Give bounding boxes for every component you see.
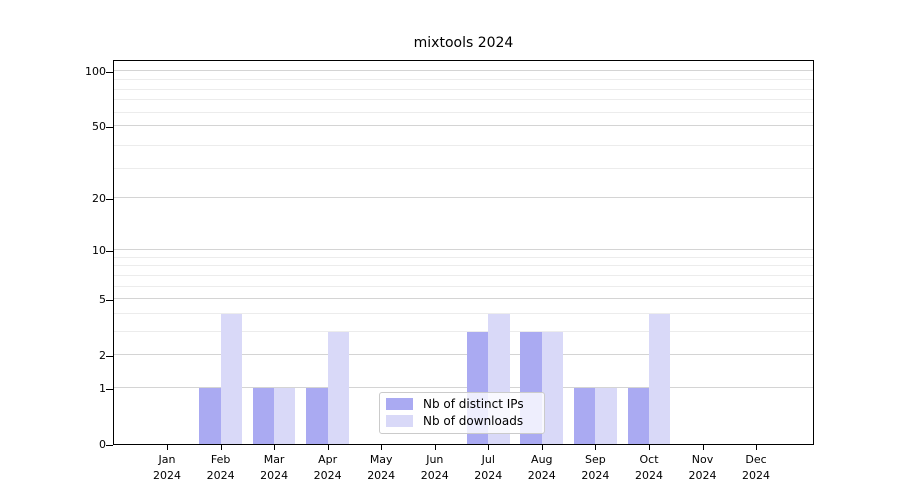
y-tick-label: 5	[99, 293, 106, 306]
x-tick-mark	[381, 445, 383, 450]
y-tick-label: 10	[92, 244, 106, 257]
y-tick-mark	[106, 445, 113, 446]
y-tick-mark	[106, 198, 113, 200]
y-tick-label: 1	[99, 381, 106, 395]
x-tick-label: Dec 2024	[742, 453, 770, 482]
minor-gridline	[114, 256, 813, 258]
minor-gridline	[114, 312, 813, 314]
bar-distinct-ips	[574, 387, 596, 444]
minor-gridline	[114, 99, 813, 101]
x-tick-mark	[595, 445, 597, 450]
x-tick-label: Mar 2024	[260, 453, 289, 482]
x-tick-label: Nov 2024	[688, 453, 717, 482]
bar-downloads	[274, 387, 296, 444]
x-tick-label: Feb 2024	[206, 453, 235, 482]
x-tick-mark	[327, 445, 329, 450]
x-tick-label: Sep 2024	[581, 453, 610, 482]
y-tick-mark	[106, 356, 113, 358]
bar-distinct-ips	[199, 387, 221, 444]
y-tick-label: 20	[92, 191, 106, 205]
x-tick-label: Jan 2024	[153, 453, 181, 482]
x-tick-mark	[541, 445, 543, 450]
bar-distinct-ips	[252, 387, 275, 444]
minor-gridline	[114, 265, 813, 267]
x-tick-mark	[649, 445, 650, 450]
chart-title: mixtools 2024	[413, 35, 514, 51]
plot-area	[113, 60, 814, 445]
legend-label: Nb of downloads	[423, 414, 524, 428]
x-tick-mark	[220, 445, 222, 450]
major-gridline	[114, 386, 813, 388]
major-gridline	[114, 196, 813, 198]
major-gridline	[114, 354, 813, 356]
major-gridline	[114, 69, 813, 71]
y-tick-label: 0	[99, 438, 106, 451]
minor-gridline	[114, 167, 813, 169]
minor-gridline	[114, 274, 813, 276]
x-tick-mark	[488, 445, 490, 450]
legend-entry-distinct-ips: Nb of distinct IPs	[386, 397, 535, 411]
legend-label: Nb of distinct IPs	[423, 397, 524, 411]
minor-gridline	[114, 111, 813, 113]
x-tick-mark	[274, 445, 276, 450]
y-tick-mark	[106, 251, 113, 252]
minor-gridline	[114, 285, 813, 287]
x-tick-label: May 2024	[367, 453, 396, 482]
x-tick-mark	[756, 445, 757, 450]
major-gridline	[114, 298, 813, 299]
minor-gridline	[114, 88, 813, 90]
major-gridline	[114, 249, 813, 250]
minor-gridline	[114, 330, 813, 332]
bar-distinct-ips	[627, 387, 649, 444]
downloads-swatch	[386, 415, 413, 427]
x-tick-label: Aug 2024	[527, 453, 556, 482]
minor-gridline	[114, 144, 813, 146]
x-tick-mark	[167, 445, 168, 450]
y-tick-mark	[106, 300, 113, 301]
x-tick-mark	[702, 445, 704, 450]
bar-downloads	[595, 387, 617, 444]
bar-downloads	[649, 313, 671, 444]
x-tick-mark	[434, 445, 436, 450]
x-tick-label: Jun 2024	[420, 453, 449, 482]
y-tick-mark	[106, 388, 113, 390]
x-tick-label: Oct 2024	[635, 453, 663, 482]
y-tick-label: 100	[85, 64, 106, 78]
x-tick-label: Jul 2024	[474, 453, 503, 482]
bar-downloads	[220, 313, 242, 444]
y-tick-label: 2	[99, 349, 106, 363]
y-tick-mark	[106, 71, 113, 73]
legend-entry-downloads: Nb of downloads	[386, 414, 535, 428]
legend: Nb of distinct IPs Nb of downloads	[379, 392, 545, 434]
bar-downloads	[541, 331, 564, 444]
minor-gridline	[114, 78, 813, 80]
y-tick-mark	[106, 126, 113, 128]
x-tick-label: Apr 2024	[313, 453, 342, 482]
y-tick-label: 50	[92, 119, 106, 133]
distinct-ips-swatch	[386, 398, 413, 410]
bar-downloads	[327, 331, 349, 444]
bar-distinct-ips	[306, 387, 328, 444]
major-gridline	[114, 124, 813, 126]
